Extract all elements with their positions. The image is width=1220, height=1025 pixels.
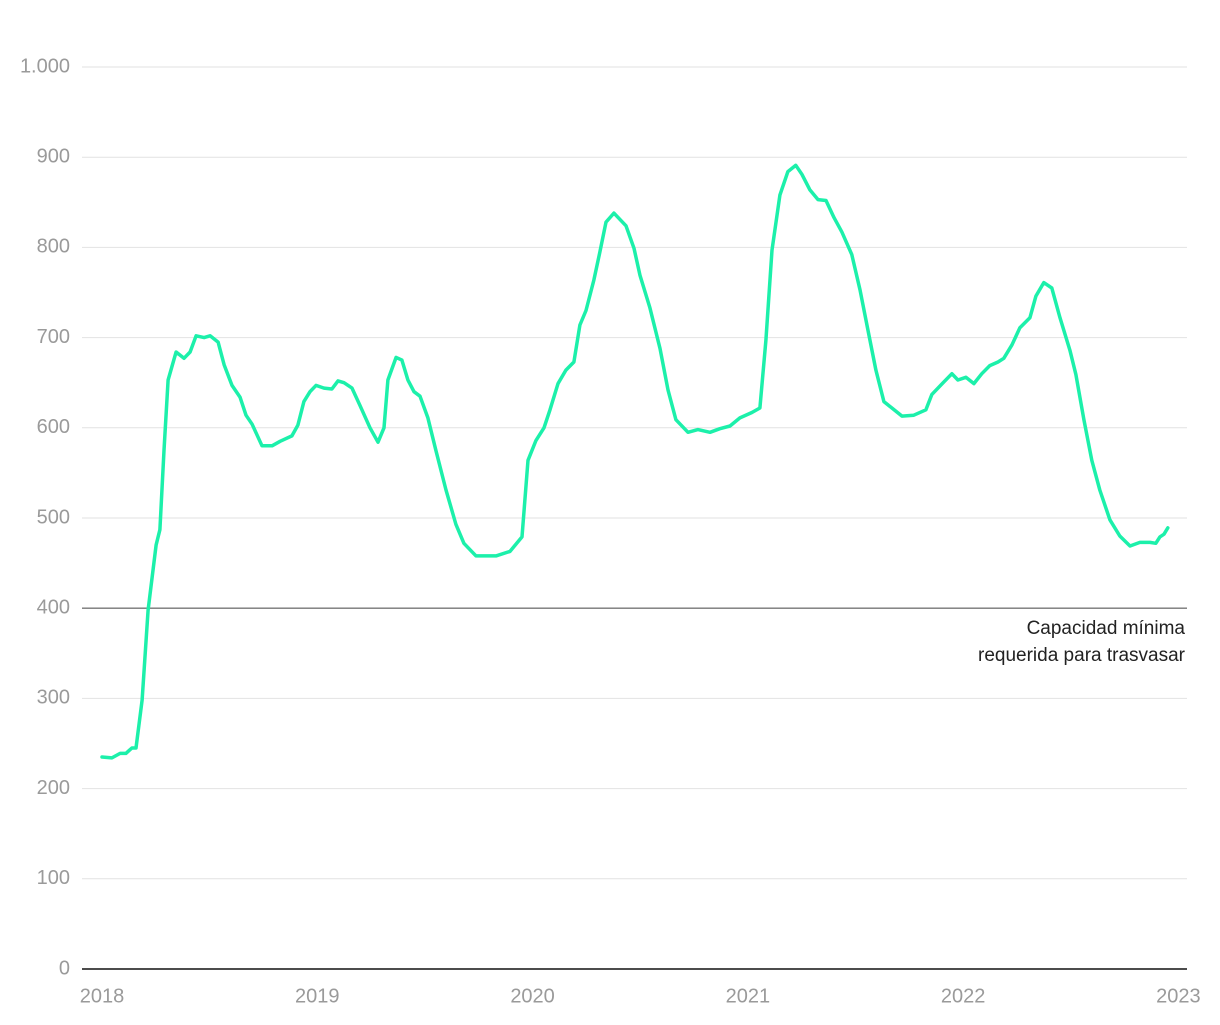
reference-label: Capacidad mínima <box>1027 618 1186 639</box>
x-tick-label: 2023 <box>1156 985 1201 1007</box>
y-tick-label: 500 <box>37 506 70 528</box>
x-tick-label: 2018 <box>80 985 125 1007</box>
y-tick-label: 900 <box>37 145 70 167</box>
y-tick-label: 400 <box>37 596 70 618</box>
y-tick-label: 600 <box>37 416 70 438</box>
y-tick-label: 100 <box>37 867 70 889</box>
y-tick-label: 1.000 <box>20 55 70 77</box>
x-tick-label: 2019 <box>295 985 340 1007</box>
y-tick-label: 300 <box>37 687 70 709</box>
y-tick-label: 800 <box>37 236 70 258</box>
y-tick-label: 0 <box>59 957 70 979</box>
x-tick-label: 2020 <box>510 985 555 1007</box>
x-tick-label: 2021 <box>726 985 771 1007</box>
y-tick-label: 200 <box>37 777 70 799</box>
data-line <box>100 163 1170 760</box>
y-tick-label: 700 <box>37 326 70 348</box>
reference-label: requerida para trasvasar <box>978 645 1186 666</box>
x-tick-label: 2022 <box>941 985 986 1007</box>
